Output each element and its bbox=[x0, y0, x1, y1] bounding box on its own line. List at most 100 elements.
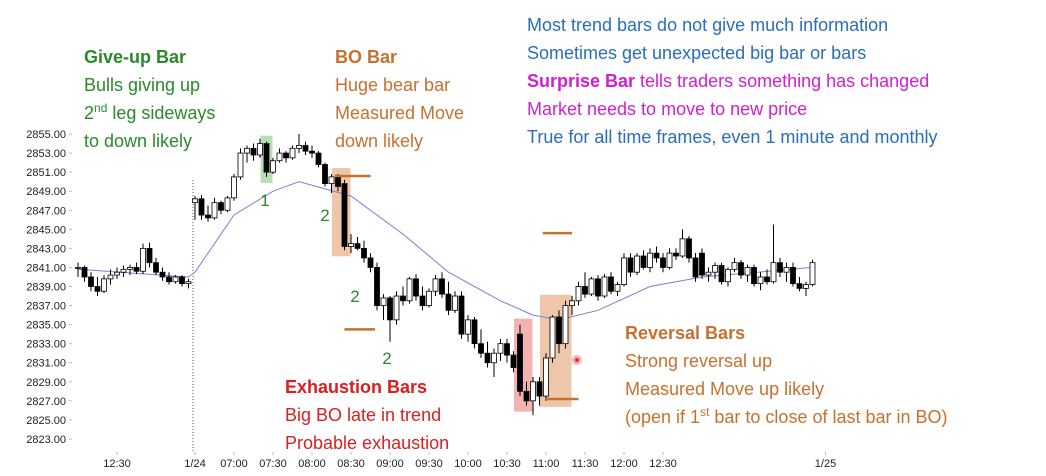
y-tick-label: 2845.00 bbox=[26, 224, 66, 236]
annotation-line: Measured Move bbox=[335, 103, 464, 123]
candle-body bbox=[458, 295, 465, 335]
annotation-line: Surprise Bar tells traders something has… bbox=[527, 71, 929, 91]
x-tick-label: 07:30 bbox=[259, 458, 287, 470]
annotation-text: tells traders something has changed bbox=[635, 71, 929, 91]
annotation-text: Strong reversal up bbox=[625, 351, 772, 371]
candle-body bbox=[796, 283, 803, 289]
annotation-text: (open if 1 bbox=[625, 407, 700, 427]
candle-body bbox=[686, 238, 692, 259]
x-tick-label: 10:00 bbox=[454, 458, 482, 470]
candle-body bbox=[770, 262, 777, 283]
candle-body bbox=[198, 198, 205, 216]
candle-body bbox=[172, 276, 179, 283]
candle-body bbox=[257, 143, 263, 156]
candle-body bbox=[484, 352, 491, 364]
bar-count-label: 2 bbox=[350, 287, 359, 306]
y-tick-label: 2831.00 bbox=[26, 358, 66, 370]
candle-body bbox=[133, 267, 140, 272]
annotation-line: Sometimes get unexpected big bar or bars bbox=[527, 43, 866, 63]
candle-body bbox=[146, 247, 153, 264]
x-tick-label: 12:00 bbox=[610, 458, 638, 470]
annotation-line: True for all time frames, even 1 minute … bbox=[527, 127, 938, 147]
candle-body bbox=[523, 390, 530, 402]
candle-body bbox=[432, 278, 439, 292]
candle-body bbox=[185, 281, 192, 285]
candle-body bbox=[510, 354, 517, 368]
candle-body bbox=[679, 238, 686, 257]
annotation-line: Market needs to move to new price bbox=[527, 99, 807, 119]
annotation-line: BO Bar bbox=[335, 47, 397, 67]
candle-body bbox=[621, 257, 627, 285]
x-tick-label: 11:30 bbox=[572, 458, 599, 470]
candle-body bbox=[673, 252, 679, 257]
candle-body bbox=[718, 265, 725, 283]
candle-body bbox=[153, 262, 159, 273]
annotation-text: Exhaustion Bars bbox=[285, 377, 427, 397]
candle-body bbox=[712, 265, 718, 273]
candle-body bbox=[205, 214, 211, 219]
highlight-box bbox=[514, 318, 533, 412]
candle-body bbox=[354, 243, 361, 249]
candle-body bbox=[380, 297, 387, 306]
y-tick-label: 2849.00 bbox=[26, 186, 66, 198]
candle-body bbox=[692, 257, 699, 278]
candle-body bbox=[595, 278, 601, 297]
candle-body bbox=[335, 176, 341, 187]
annotation-text: Surprise Bar bbox=[527, 71, 635, 91]
candle-body bbox=[328, 176, 335, 184]
candle-body bbox=[387, 297, 393, 321]
candle-body bbox=[627, 257, 634, 273]
annotation-text: Big BO late in trend bbox=[285, 405, 441, 425]
candle-body bbox=[556, 316, 562, 345]
annotation-line: Give-up Bar bbox=[84, 47, 186, 67]
x-tick-label: 09:30 bbox=[415, 458, 443, 470]
candle-body bbox=[731, 262, 738, 270]
x-tick-label: 11:00 bbox=[533, 458, 560, 470]
y-tick-label: 2841.00 bbox=[26, 262, 66, 274]
bar-count-label: 2 bbox=[382, 349, 391, 368]
candle-body bbox=[231, 176, 237, 199]
candle-body bbox=[393, 295, 400, 321]
candle-body bbox=[751, 267, 757, 285]
candle-body bbox=[536, 381, 543, 397]
candle-body bbox=[361, 247, 367, 259]
annotation-line: Probable exhaustion bbox=[285, 433, 449, 453]
candle-body bbox=[276, 152, 283, 162]
candle-body bbox=[803, 284, 809, 289]
annotation-text: st bbox=[700, 405, 710, 419]
candle-body bbox=[777, 262, 783, 273]
y-tick-label: 2843.00 bbox=[26, 243, 66, 255]
candle-body bbox=[179, 276, 185, 285]
candle-body bbox=[744, 267, 751, 276]
annotation-text: Reversal Bars bbox=[625, 323, 745, 343]
candle-body bbox=[296, 145, 302, 149]
candle-body bbox=[471, 319, 478, 345]
candle-body bbox=[588, 278, 595, 295]
y-tick-label: 2833.00 bbox=[26, 339, 66, 351]
annotation-text: Give-up Bar bbox=[84, 47, 186, 67]
annotation-text: Measured Move up likely bbox=[625, 379, 824, 399]
x-tick-label: 08:00 bbox=[298, 458, 326, 470]
candle-body bbox=[699, 252, 705, 276]
candle-body bbox=[497, 343, 504, 354]
x-tick-label: 09:00 bbox=[376, 458, 404, 470]
annotation-text: bar to close of last bar in BO) bbox=[709, 407, 947, 427]
x-tick-label: 12:30 bbox=[649, 458, 677, 470]
annotation-text: to down likely bbox=[84, 131, 192, 151]
bar-count-label: 2 bbox=[320, 206, 329, 225]
candle-body bbox=[237, 152, 244, 178]
candle-body bbox=[192, 198, 198, 204]
annotation-line: Measured Move up likely bbox=[625, 379, 824, 399]
annotation-line: Strong reversal up bbox=[625, 351, 772, 371]
bar-count-label: 1 bbox=[260, 191, 269, 210]
cursor-dot bbox=[575, 358, 579, 362]
candle-body bbox=[705, 271, 712, 276]
candle-body bbox=[341, 183, 348, 247]
candle-body bbox=[640, 255, 647, 268]
annotation-line: Most trend bars do not give much informa… bbox=[527, 15, 888, 35]
y-tick-label: 2829.00 bbox=[26, 377, 66, 389]
annotation-line: down likely bbox=[335, 131, 423, 151]
annotation-line: 2nd leg sideways bbox=[84, 101, 215, 123]
annotation-text: Sometimes get unexpected big bar or bars bbox=[527, 43, 866, 63]
